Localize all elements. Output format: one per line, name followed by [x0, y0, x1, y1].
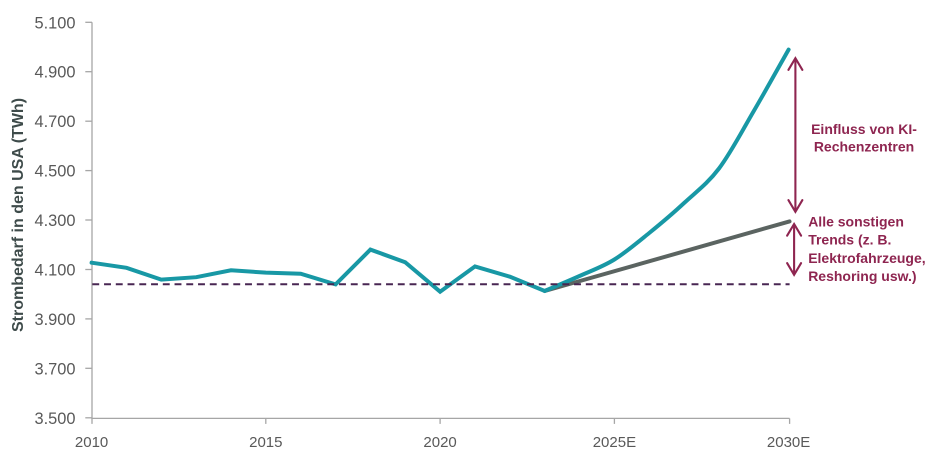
svg-text:3.900: 3.900	[34, 311, 75, 329]
svg-text:Reshoring usw.): Reshoring usw.)	[808, 268, 916, 284]
svg-text:3.700: 3.700	[34, 360, 75, 378]
svg-text:Rechenzentren: Rechenzentren	[814, 139, 914, 155]
svg-text:4.900: 4.900	[34, 64, 75, 82]
svg-text:Trends (z. B.: Trends (z. B.	[808, 232, 891, 248]
svg-text:2020: 2020	[423, 434, 456, 451]
svg-text:2010: 2010	[75, 434, 108, 451]
svg-text:2015: 2015	[249, 434, 282, 451]
svg-text:Elektrofahrzeuge,: Elektrofahrzeuge,	[808, 250, 925, 266]
svg-text:4.700: 4.700	[34, 113, 75, 131]
svg-text:2030E: 2030E	[767, 434, 810, 451]
svg-text:Strombedarf in den USA (TWh): Strombedarf in den USA (TWh)	[10, 98, 27, 332]
svg-text:4.300: 4.300	[34, 212, 75, 230]
svg-text:Alle sonstigen: Alle sonstigen	[808, 214, 904, 230]
svg-text:5.100: 5.100	[34, 14, 75, 32]
svg-text:4.500: 4.500	[34, 163, 75, 181]
svg-text:4.100: 4.100	[34, 261, 75, 279]
svg-text:2025E: 2025E	[593, 434, 636, 451]
svg-text:Einfluss von KI-: Einfluss von KI-	[811, 121, 917, 137]
svg-text:3.500: 3.500	[34, 410, 75, 428]
